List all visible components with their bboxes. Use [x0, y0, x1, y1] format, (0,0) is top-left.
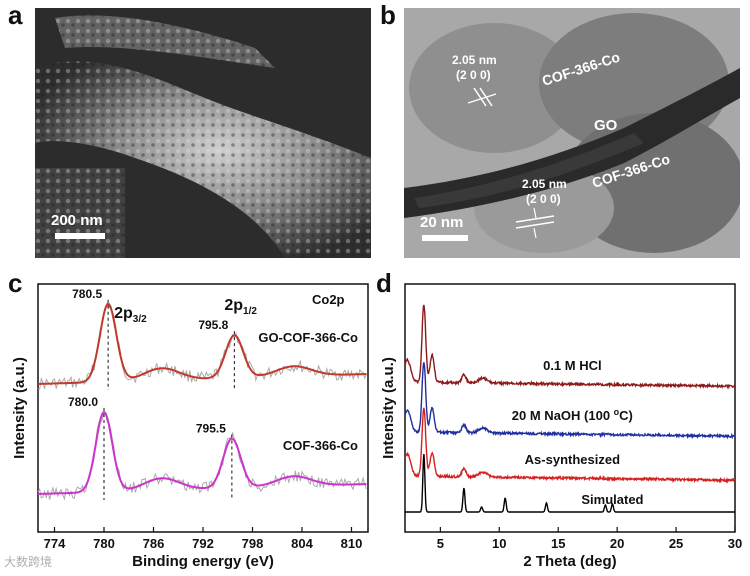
- tem-label-hkl-bottom: (2 0 0): [526, 192, 561, 206]
- plot-frame-d: [404, 283, 736, 533]
- peak-label-0-0: 780.5: [72, 287, 102, 301]
- xrd-curve-2: [404, 407, 736, 484]
- fit-curve-1: [37, 410, 367, 495]
- series-label-1: COF-366-Co: [283, 438, 358, 453]
- scale-bar-label-a: 200 nm: [51, 212, 103, 229]
- series-label-d-0: 0.1 M HCl: [543, 358, 602, 373]
- peak-label-1-1: 795.5: [196, 422, 226, 436]
- scale-bar-a: [55, 233, 105, 239]
- series-label-d-1: 20 M NaOH (100 oC): [512, 407, 633, 423]
- x-tick-label-d: 25: [669, 536, 683, 551]
- y-axis-label-c: Intensity (a.u.): [11, 357, 28, 459]
- raw-data-0: [37, 301, 367, 390]
- tem-image: 2.05 nm (2 0 0) COF-366-Co GO COF-366-Co…: [404, 8, 740, 258]
- watermark: 大数跨境: [4, 555, 53, 569]
- tem-label-spacing-top: 2.05 nm: [452, 53, 497, 67]
- peak-label-1-0: 780.0: [68, 395, 98, 409]
- annotation-co2p: Co2p: [312, 292, 345, 307]
- x-tick-label-d: 30: [728, 536, 742, 551]
- x-tick-label-d: 5: [437, 536, 444, 551]
- xps-chart: 774 780 786 792 798 804 810 Binding energy (eV)…: [11, 283, 369, 570]
- tem-label-spacing-bottom: 2.05 nm: [522, 177, 567, 191]
- x-tick-label-d: 10: [492, 536, 506, 551]
- panel-d-letter: d: [376, 268, 392, 298]
- series-label-0: GO-COF-366-Co: [258, 330, 358, 345]
- x-axis-label-c: Binding energy (eV): [132, 553, 274, 570]
- tem-label-go: GO: [594, 117, 618, 134]
- tem-label-hkl-top: (2 0 0): [456, 68, 491, 82]
- x-tick-label-c: 810: [341, 536, 363, 551]
- x-tick-label-c: 792: [192, 536, 214, 551]
- xrd-curve-0: [404, 304, 736, 390]
- x-tick-label-c: 798: [242, 536, 264, 551]
- sem-image: 200 nm: [35, 8, 371, 258]
- x-tick-label-c: 786: [143, 536, 165, 551]
- x-tick-label-c: 804: [291, 536, 313, 551]
- panel-c-letter: c: [8, 268, 23, 298]
- x-axis-label-d: 2 Theta (deg): [523, 553, 616, 570]
- series-label-d-2: As-synthesized: [525, 452, 620, 467]
- label-2p12: 2p1/2: [224, 297, 257, 317]
- scale-bar-b: [422, 235, 468, 241]
- x-tick-label-c: 774: [44, 536, 66, 551]
- xrd-curve-3: [405, 453, 735, 513]
- label-2p32: 2p3/2: [114, 305, 147, 325]
- xrd-chart: 5 10 15 20 25 30 2 Theta (deg) Intensity (a.u.)…: [380, 283, 742, 570]
- peak-label-0-1: 795.8: [198, 318, 228, 332]
- fit-curve-0: [37, 303, 367, 385]
- x-tick-label-c: 780: [93, 536, 115, 551]
- x-tick-label-d: 15: [551, 536, 565, 551]
- xrd-curve-1: [404, 362, 736, 440]
- y-axis-label-d: Intensity (a.u.): [380, 357, 397, 459]
- x-tick-label-d: 20: [610, 536, 624, 551]
- panel-b-letter: b: [380, 0, 396, 30]
- series-label-d-3: Simulated: [581, 492, 643, 507]
- scale-bar-label-b: 20 nm: [420, 214, 463, 231]
- panel-a-letter: a: [8, 0, 23, 30]
